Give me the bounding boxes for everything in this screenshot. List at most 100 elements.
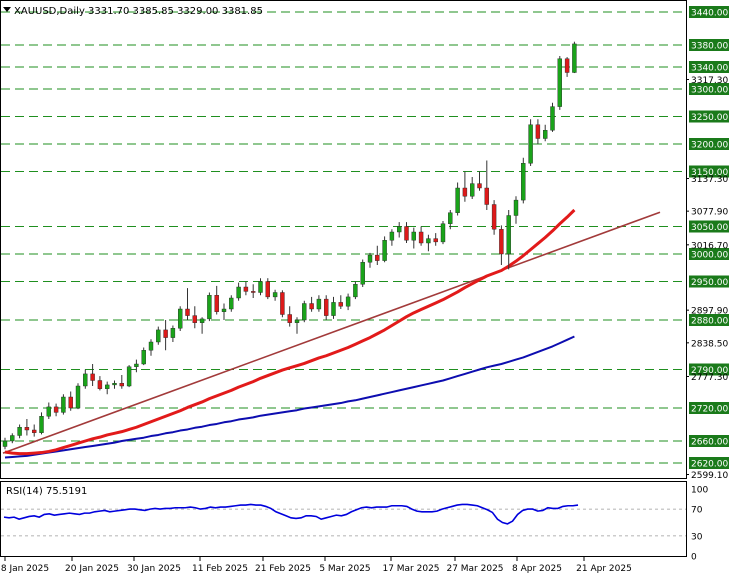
key-level-box (689, 83, 729, 95)
bull-candle (345, 296, 351, 307)
bear-candle (462, 187, 468, 197)
bull-candle (258, 281, 263, 293)
bull-candle (470, 183, 475, 197)
rsi-plot: 100 70 30 0 (1, 486, 708, 563)
key-level-label: 2790.00 (691, 366, 728, 376)
price-tick-label: 3137.30 (691, 175, 728, 185)
triangle-down-icon[interactable] (3, 7, 11, 12)
bull-candle (221, 308, 227, 312)
bull-candle (353, 284, 358, 298)
rsi-level-label: 100 (691, 486, 708, 496)
bull-candle (46, 406, 51, 417)
key-level-box (689, 39, 729, 51)
key-level-label: 3050.00 (691, 223, 728, 233)
bull-candle (397, 226, 402, 233)
rsi-level-label: 30 (691, 532, 703, 542)
date-tick-label: 5 Mar 2025 (319, 564, 370, 574)
key-level-box (689, 363, 729, 376)
price-tick-label: 3016.70 (691, 241, 728, 251)
key-level-label: 2950.00 (691, 278, 728, 288)
bear-candle (97, 380, 103, 389)
bull-candle (272, 292, 278, 298)
bull-candle (207, 295, 212, 320)
rsi-level-label: 70 (691, 506, 703, 516)
bear-candle (163, 329, 168, 338)
bear-candle (214, 295, 219, 312)
bull-candle (316, 298, 322, 310)
bear-candle (24, 427, 30, 431)
bear-candle (564, 58, 570, 73)
bear-candle (192, 315, 198, 323)
key-level-box (689, 61, 729, 73)
bear-candle (375, 254, 380, 261)
key-level-box (689, 165, 729, 178)
key-level-label: 3150.00 (691, 168, 728, 178)
bull-candle (141, 350, 146, 365)
bull-candle (229, 297, 234, 310)
bull-candle (156, 329, 161, 343)
bull-candle (39, 416, 44, 433)
bull-candle (572, 43, 577, 73)
rsi-panel-frame (0, 481, 687, 557)
bull-candle (75, 385, 81, 409)
bull-candle (506, 215, 511, 255)
price-panel-frame (0, 0, 687, 479)
bull-candle (557, 58, 562, 107)
bull-candle (61, 396, 66, 413)
key-level-label: 2720.00 (691, 405, 728, 415)
key-level-box (689, 457, 729, 469)
key-level-box (689, 402, 729, 414)
key-level-box (689, 435, 729, 447)
key-level-box (689, 275, 729, 288)
bear-candle (32, 429, 37, 433)
bull-candle (112, 383, 117, 386)
bull-candle (455, 187, 460, 213)
bull-candle (528, 124, 533, 164)
trendline (2, 211, 661, 454)
date-axis: 8 Jan 2025 20 Jan 2025 30 Jan 2025 11 Feb 2… (1, 557, 632, 574)
trendline-layer (2, 211, 661, 454)
bull-candle (550, 106, 555, 131)
bear-candle (250, 291, 256, 293)
price-tick-label: 2777.30 (691, 373, 728, 383)
bull-candle (411, 231, 416, 241)
key-level-box (689, 6, 729, 18)
price-tick-label: 2897.90 (691, 307, 728, 317)
date-tick-label: 21 Feb 2025 (255, 564, 311, 574)
rsi-readout: RSI(14) 75.5191 (6, 486, 87, 497)
key-level-box (689, 110, 729, 123)
bull-candle (126, 366, 132, 387)
bear-candle (119, 383, 125, 387)
key-level-box (689, 248, 729, 260)
key-level-box (689, 138, 729, 150)
bear-candle (265, 281, 270, 298)
bear-candle (68, 396, 73, 409)
date-tick-label: 17 Mar 2025 (382, 564, 439, 574)
bear-candle (433, 238, 438, 243)
key-level-label: 3200.00 (691, 141, 728, 151)
bull-candle (236, 286, 241, 299)
key-level-label: 3340.00 (691, 64, 728, 74)
key-level-label: 3440.00 (691, 9, 728, 19)
bull-candle (440, 223, 446, 243)
price-tick-label: 2838.50 (691, 339, 728, 349)
bear-candle (324, 298, 329, 316)
key-level-box (689, 314, 729, 326)
key-level-label: 3250.00 (691, 113, 728, 123)
bear-candle (280, 292, 285, 315)
rsi-level-label: 0 (691, 553, 697, 563)
bull-candle (10, 435, 15, 442)
bull-candle (513, 199, 519, 216)
key-level-box (689, 220, 729, 233)
bull-candle (199, 318, 205, 323)
bear-candle (491, 204, 497, 230)
key-level-label: 2660.00 (691, 438, 728, 448)
bear-candle (499, 229, 504, 255)
bear-candle (418, 231, 424, 244)
bull-candle (177, 308, 183, 329)
bear-candle (243, 286, 249, 292)
rsi-line (3, 503, 579, 525)
key-level-label: 2620.00 (691, 460, 728, 470)
date-tick-label: 20 Jan 2025 (65, 564, 119, 574)
